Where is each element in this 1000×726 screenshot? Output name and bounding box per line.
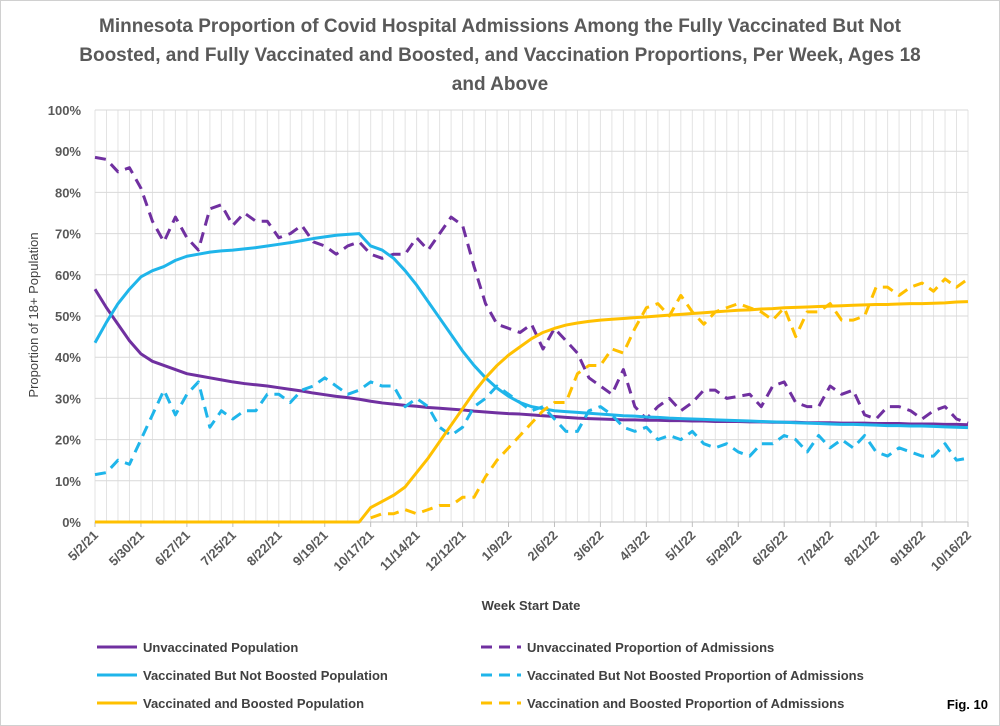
- x-axis-title: Week Start Date: [482, 598, 581, 613]
- series-line-5: [95, 300, 969, 524]
- legend-item-1: Unvaccinated Population: [97, 638, 298, 656]
- x-tick-label: 7/25/21: [198, 528, 239, 569]
- x-tick-label: 9/18/22: [887, 528, 928, 569]
- x-tick-label: 10/17/21: [330, 528, 376, 574]
- x-tick-label: 7/24/22: [795, 528, 836, 569]
- legend-swatch: [97, 673, 137, 677]
- y-tick-label: 20%: [55, 433, 81, 448]
- x-tick-label: 1/9/22: [478, 528, 514, 564]
- legend-label: Vaccinated But Not Boosted Population: [143, 667, 388, 683]
- y-tick-label: 0%: [62, 515, 81, 530]
- legend-label: Unvaccinated Population: [143, 639, 299, 655]
- x-tick-label: 2/6/22: [524, 528, 560, 564]
- legend-item-3: Vaccinated But Not Boosted Population: [97, 666, 388, 684]
- x-tick-label: 10/16/22: [928, 528, 974, 574]
- chart-title: Minnesota Proportion of Covid Hospital A…: [79, 16, 921, 95]
- legend-label: Vaccinated But Not Boosted Proportion of…: [527, 667, 864, 683]
- x-tick-label: 8/21/22: [841, 528, 882, 569]
- x-tick-label: 3/6/22: [570, 528, 606, 564]
- legend-item-4: Vaccinated But Not Boosted Proportion of…: [481, 666, 864, 684]
- series-line-2: [94, 155, 969, 425]
- legend-swatch: [97, 701, 137, 705]
- y-tick-label: 80%: [55, 185, 81, 200]
- legend-item-5: Vaccinated and Boosted Population: [97, 694, 364, 712]
- y-tick-label: 30%: [55, 391, 81, 406]
- gridlines: [94, 109, 969, 523]
- series-lines: [93, 155, 969, 524]
- x-tick-label: 8/22/21: [244, 528, 285, 569]
- x-tick-label: 9/19/21: [290, 528, 331, 569]
- legend-item-2: Unvaccinated Proportion of Admissions: [481, 638, 774, 656]
- legend-label: Unvaccinated Proportion of Admissions: [527, 639, 775, 655]
- legend-label: Vaccinated and Boosted Population: [143, 695, 365, 711]
- x-tick-label: 5/2/21: [65, 528, 101, 564]
- legend-swatch: [481, 645, 521, 649]
- y-tick-label: 100%: [48, 103, 82, 118]
- legend-item-6: Vaccination and Boosted Proportion of Ad…: [481, 694, 844, 712]
- figure-number: Fig. 10: [946, 697, 988, 712]
- x-tick-label: 6/26/22: [749, 528, 790, 569]
- x-tick-label: 5/30/21: [106, 528, 147, 569]
- x-tick-label: 5/29/22: [703, 528, 744, 569]
- series-line-6: [370, 277, 969, 520]
- y-tick-label: 90%: [55, 144, 81, 159]
- y-tick-label: 40%: [55, 350, 81, 365]
- y-tick-label: 70%: [55, 227, 81, 242]
- legend-swatch: [481, 701, 521, 705]
- legend-label: Vaccination and Boosted Proportion of Ad…: [527, 695, 845, 711]
- series-line-4: [94, 376, 969, 477]
- y-tick-label: 60%: [55, 268, 81, 283]
- series-line-3: [93, 232, 969, 430]
- x-tick-label: 11/14/21: [377, 528, 423, 574]
- x-tick-label: 6/27/21: [152, 528, 193, 569]
- x-tick-label: 12/12/21: [422, 528, 468, 574]
- y-axis-title: Proportion of 18+ Population: [26, 232, 41, 397]
- y-tick-label: 50%: [55, 309, 81, 324]
- y-tick-label: 10%: [55, 474, 81, 489]
- x-tick-label: 4/3/22: [616, 528, 652, 564]
- x-tick-label: 5/1/22: [662, 528, 698, 564]
- legend-swatch: [481, 673, 521, 677]
- legend-swatch: [97, 645, 137, 649]
